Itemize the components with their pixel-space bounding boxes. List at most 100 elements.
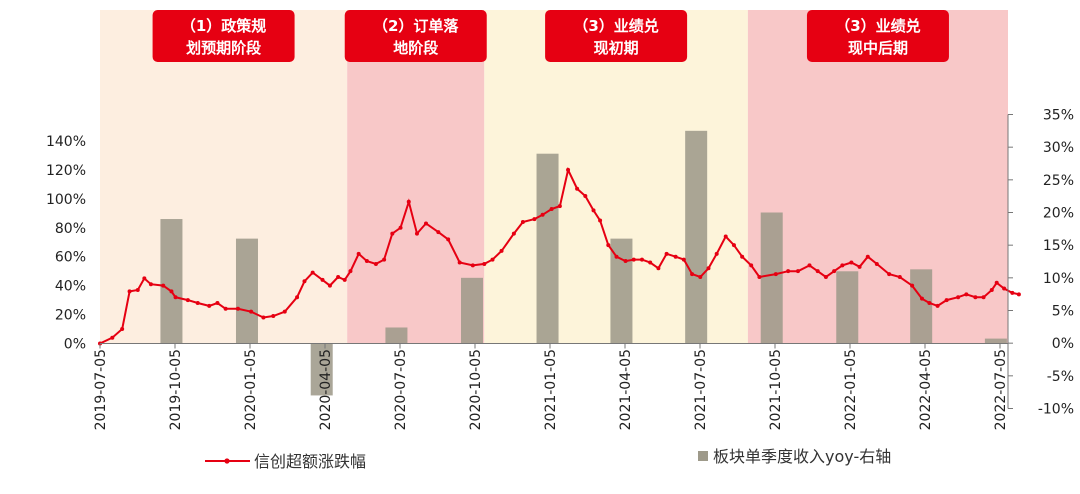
line-point-2021-08-05 [723,234,728,239]
line-point-2019-12-20 [235,306,240,311]
line-point-2020-02-15 [282,309,287,314]
phase-label-line2-2: 地阶段 [393,39,438,57]
y-right-tick-1: -5% [1047,369,1074,385]
line-point-2021-03-25 [614,254,619,259]
phase-label-line1-1: （1）政策规 [181,17,266,35]
line-point-2020-12-25 [540,212,545,217]
line-point-2021-08-25 [740,254,745,259]
line-point-2021-02-05 [575,186,580,191]
line-point-2019-08-01 [120,327,125,332]
line-point-2022-07-01 [994,280,999,285]
bar-2021-03-31 [610,238,633,344]
phase-label-line1-4: （3）业绩兑 [835,17,920,35]
line-point-2021-07-25 [714,251,719,256]
line-point-2022-02-20 [887,272,892,277]
phase-label-box-4 [806,10,949,62]
y-left-tick-0: 0% [64,337,86,353]
y-right-tick-7: 25% [1043,173,1074,189]
line-point-2022-06-15 [981,295,986,300]
line-point-2021-12-25 [840,263,845,268]
line-point-2022-03-05 [897,274,902,279]
line-point-2020-01-05 [249,309,254,314]
line-point-2021-11-25 [815,269,820,274]
x-tick-8: 2021-07-05 [693,349,709,430]
phase-label-line2-1: 划预期阶段 [186,39,261,57]
line-point-2020-10-01 [470,263,475,268]
line-point-2021-11-01 [795,269,800,274]
phase-label-line1-2: （2）订单落 [373,17,459,35]
phase-label-line2-3: 现初期 [594,39,639,57]
bar-2021-12-31 [836,271,859,344]
line-point-2021-05-25 [664,251,669,256]
x-tick-4: 2020-07-05 [393,349,409,430]
line-point-2021-07-15 [706,266,711,271]
line-point-2019-10-05 [173,295,178,300]
phase-label-box-3 [545,10,688,62]
line-point-2020-03-01 [295,295,300,300]
line-point-2022-05-25 [964,292,969,297]
bar-2020-06-30 [385,327,408,344]
line-point-2020-12-15 [532,217,537,222]
x-tick-3: 2020-04-05 [318,349,334,430]
bar-2022-03-31 [910,269,933,344]
line-point-2022-01-15 [857,264,862,269]
line-point-2022-04-20 [935,303,940,308]
line-point-2019-12-05 [223,306,228,311]
line-point-2021-08-15 [731,243,736,248]
legend-bar-label: 板块单季度收入yoy-右轴 [713,447,891,466]
line-point-2021-05-05 [648,260,653,265]
phase-label-box-1 [152,10,295,62]
x-tick-0: 2019-07-05 [93,349,109,430]
line-point-2022-05-15 [956,295,961,300]
y-left-tick-1: 20% [55,308,86,324]
bar-2020-03-31 [310,343,333,396]
line-point-2021-11-15 [807,263,812,268]
phase-band-1 [100,10,348,344]
line-point-2021-06-25 [690,272,695,277]
line-point-2021-09-05 [749,263,754,268]
line-point-2020-02-01 [271,314,276,319]
y-left-tick-2: 40% [55,279,86,295]
line-point-2020-10-25 [490,257,495,262]
line-point-2020-07-25 [414,231,419,236]
x-tick-1: 2019-10-05 [168,349,184,430]
phase-band-4 [747,10,1008,344]
line-point-2020-05-05 [348,269,353,274]
line-point-2022-06-05 [973,295,978,300]
x-tick-9: 2021-10-05 [768,349,784,430]
line-point-2022-07-20 [1010,290,1015,295]
y-left-tick-4: 80% [55,221,86,237]
line-point-2020-03-10 [302,279,307,284]
y-left-tick-7: 140% [46,134,86,150]
line-point-2022-04-10 [927,301,932,305]
y-right-tick-8: 30% [1043,140,1074,156]
line-point-2020-04-20 [336,274,341,279]
line-point-2020-07-05 [398,225,403,230]
line-point-2021-12-05 [823,274,828,279]
phase-label-box-2 [344,10,487,62]
line-point-2021-05-15 [656,266,661,271]
y-right-tick-0: -10% [1038,402,1074,418]
line-point-2020-09-01 [446,237,451,242]
line-point-2021-02-25 [591,208,596,213]
legend-bar-swatch [698,451,708,461]
line-point-2020-08-05 [424,221,429,226]
axes: 0% 20% 40% 60% 80% 100% 120% 140% -10% -5% 0% 5% 10%… [46,108,1074,431]
bar-2020-09-30 [460,277,483,344]
y-right-tick-2: 0% [1052,336,1074,352]
line-point-2020-01-20 [261,315,266,320]
line-point-2021-01-05 [549,206,554,211]
line-point-2022-02-05 [874,261,879,266]
line-point-2021-10-20 [786,269,791,274]
bar-2019-12-31 [235,238,258,344]
line-point-2020-06-25 [390,231,395,236]
y-right-tick-3: 5% [1052,304,1074,320]
line-point-2021-04-15 [631,257,636,262]
line-point-2022-01-05 [849,260,854,265]
line-point-2020-04-01 [320,277,325,282]
line-point-2020-05-15 [356,251,361,256]
line-point-2020-11-20 [511,231,516,236]
line-point-2021-07-05 [698,274,703,279]
x-tick-11: 2022-04-05 [918,349,934,430]
